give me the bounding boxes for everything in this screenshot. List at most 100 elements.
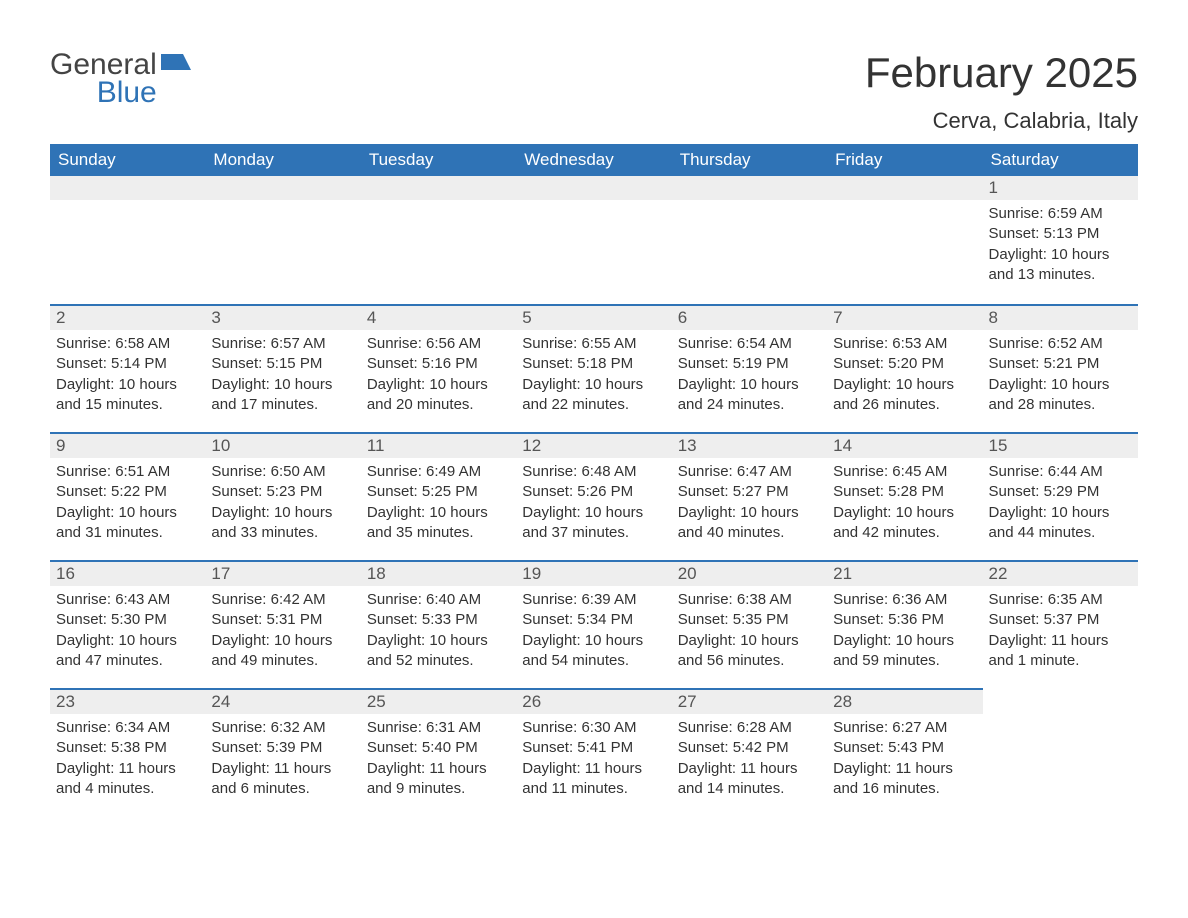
- day-number-empty: [516, 176, 671, 200]
- calendar-day: 25Sunrise: 6:31 AMSunset: 5:40 PMDayligh…: [361, 688, 516, 816]
- day-details: Sunrise: 6:36 AMSunset: 5:36 PMDaylight:…: [827, 586, 982, 679]
- day-number: 10: [205, 432, 360, 458]
- calendar-day: 7Sunrise: 6:53 AMSunset: 5:20 PMDaylight…: [827, 304, 982, 432]
- day-details: Sunrise: 6:55 AMSunset: 5:18 PMDaylight:…: [516, 330, 671, 423]
- daylight-text: Daylight: 10 hours and 26 minutes.: [833, 375, 976, 416]
- weekday-header: Saturday: [983, 144, 1138, 176]
- weekday-header: Wednesday: [516, 144, 671, 176]
- calendar-day: 2Sunrise: 6:58 AMSunset: 5:14 PMDaylight…: [50, 304, 205, 432]
- logo: General Blue: [50, 50, 195, 108]
- sunset-text: Sunset: 5:36 PM: [833, 610, 976, 630]
- day-number: 13: [672, 432, 827, 458]
- sunset-text: Sunset: 5:23 PM: [211, 482, 354, 502]
- sunset-text: Sunset: 5:16 PM: [367, 354, 510, 374]
- day-details: Sunrise: 6:45 AMSunset: 5:28 PMDaylight:…: [827, 458, 982, 551]
- daylight-text: Daylight: 11 hours and 9 minutes.: [367, 759, 510, 800]
- day-number: 12: [516, 432, 671, 458]
- day-details: Sunrise: 6:58 AMSunset: 5:14 PMDaylight:…: [50, 330, 205, 423]
- day-details: Sunrise: 6:52 AMSunset: 5:21 PMDaylight:…: [983, 330, 1138, 423]
- day-details: Sunrise: 6:35 AMSunset: 5:37 PMDaylight:…: [983, 586, 1138, 679]
- sunrise-text: Sunrise: 6:42 AM: [211, 590, 354, 610]
- day-details: Sunrise: 6:48 AMSunset: 5:26 PMDaylight:…: [516, 458, 671, 551]
- weekday-header: Tuesday: [361, 144, 516, 176]
- daylight-text: Daylight: 11 hours and 6 minutes.: [211, 759, 354, 800]
- header-row: General Blue February 2025 Cerva, Calabr…: [50, 50, 1138, 134]
- calendar-day: 22Sunrise: 6:35 AMSunset: 5:37 PMDayligh…: [983, 560, 1138, 688]
- calendar-week: 2Sunrise: 6:58 AMSunset: 5:14 PMDaylight…: [50, 304, 1138, 432]
- calendar-day: 24Sunrise: 6:32 AMSunset: 5:39 PMDayligh…: [205, 688, 360, 816]
- sunrise-text: Sunrise: 6:31 AM: [367, 718, 510, 738]
- calendar-body: 1Sunrise: 6:59 AMSunset: 5:13 PMDaylight…: [50, 176, 1138, 816]
- day-number: 18: [361, 560, 516, 586]
- calendar-page: General Blue February 2025 Cerva, Calabr…: [0, 0, 1188, 856]
- day-number: 28: [827, 688, 982, 714]
- calendar-day: 6Sunrise: 6:54 AMSunset: 5:19 PMDaylight…: [672, 304, 827, 432]
- daylight-text: Daylight: 11 hours and 1 minute.: [989, 631, 1132, 672]
- calendar-week: 23Sunrise: 6:34 AMSunset: 5:38 PMDayligh…: [50, 688, 1138, 816]
- day-number: 16: [50, 560, 205, 586]
- sunrise-text: Sunrise: 6:32 AM: [211, 718, 354, 738]
- logo-word-2: Blue: [50, 78, 157, 108]
- calendar-week: 1Sunrise: 6:59 AMSunset: 5:13 PMDaylight…: [50, 176, 1138, 304]
- sunrise-text: Sunrise: 6:27 AM: [833, 718, 976, 738]
- daylight-text: Daylight: 10 hours and 31 minutes.: [56, 503, 199, 544]
- day-details: Sunrise: 6:28 AMSunset: 5:42 PMDaylight:…: [672, 714, 827, 807]
- sunset-text: Sunset: 5:31 PM: [211, 610, 354, 630]
- sunrise-text: Sunrise: 6:35 AM: [989, 590, 1132, 610]
- day-number: 22: [983, 560, 1138, 586]
- calendar-day: 18Sunrise: 6:40 AMSunset: 5:33 PMDayligh…: [361, 560, 516, 688]
- sunrise-text: Sunrise: 6:45 AM: [833, 462, 976, 482]
- day-details: Sunrise: 6:31 AMSunset: 5:40 PMDaylight:…: [361, 714, 516, 807]
- day-details: Sunrise: 6:59 AMSunset: 5:13 PMDaylight:…: [983, 200, 1138, 293]
- calendar-day: 26Sunrise: 6:30 AMSunset: 5:41 PMDayligh…: [516, 688, 671, 816]
- weekday-header: Thursday: [672, 144, 827, 176]
- calendar-day: 21Sunrise: 6:36 AMSunset: 5:36 PMDayligh…: [827, 560, 982, 688]
- sunset-text: Sunset: 5:19 PM: [678, 354, 821, 374]
- sunset-text: Sunset: 5:28 PM: [833, 482, 976, 502]
- day-number-empty: [827, 176, 982, 200]
- sunrise-text: Sunrise: 6:40 AM: [367, 590, 510, 610]
- daylight-text: Daylight: 11 hours and 16 minutes.: [833, 759, 976, 800]
- calendar-day: 10Sunrise: 6:50 AMSunset: 5:23 PMDayligh…: [205, 432, 360, 560]
- daylight-text: Daylight: 10 hours and 35 minutes.: [367, 503, 510, 544]
- sunset-text: Sunset: 5:33 PM: [367, 610, 510, 630]
- calendar-day: 13Sunrise: 6:47 AMSunset: 5:27 PMDayligh…: [672, 432, 827, 560]
- day-details: Sunrise: 6:51 AMSunset: 5:22 PMDaylight:…: [50, 458, 205, 551]
- sunrise-text: Sunrise: 6:52 AM: [989, 334, 1132, 354]
- calendar-day-empty: [983, 688, 1138, 816]
- day-number: 24: [205, 688, 360, 714]
- day-number-empty: [50, 176, 205, 200]
- day-details: Sunrise: 6:44 AMSunset: 5:29 PMDaylight:…: [983, 458, 1138, 551]
- day-details: Sunrise: 6:38 AMSunset: 5:35 PMDaylight:…: [672, 586, 827, 679]
- day-number: 6: [672, 304, 827, 330]
- calendar-day: 5Sunrise: 6:55 AMSunset: 5:18 PMDaylight…: [516, 304, 671, 432]
- day-number-empty: [205, 176, 360, 200]
- calendar-day: 8Sunrise: 6:52 AMSunset: 5:21 PMDaylight…: [983, 304, 1138, 432]
- sunset-text: Sunset: 5:34 PM: [522, 610, 665, 630]
- weekday-header: Sunday: [50, 144, 205, 176]
- day-number: 15: [983, 432, 1138, 458]
- sunset-text: Sunset: 5:13 PM: [989, 224, 1132, 244]
- sunrise-text: Sunrise: 6:56 AM: [367, 334, 510, 354]
- day-details: Sunrise: 6:49 AMSunset: 5:25 PMDaylight:…: [361, 458, 516, 551]
- day-details: Sunrise: 6:56 AMSunset: 5:16 PMDaylight:…: [361, 330, 516, 423]
- day-number: 25: [361, 688, 516, 714]
- calendar-day: 28Sunrise: 6:27 AMSunset: 5:43 PMDayligh…: [827, 688, 982, 816]
- day-number: 14: [827, 432, 982, 458]
- sunset-text: Sunset: 5:30 PM: [56, 610, 199, 630]
- sunset-text: Sunset: 5:21 PM: [989, 354, 1132, 374]
- daylight-text: Daylight: 10 hours and 33 minutes.: [211, 503, 354, 544]
- sunrise-text: Sunrise: 6:39 AM: [522, 590, 665, 610]
- sunset-text: Sunset: 5:29 PM: [989, 482, 1132, 502]
- sunset-text: Sunset: 5:37 PM: [989, 610, 1132, 630]
- calendar-header: SundayMondayTuesdayWednesdayThursdayFrid…: [50, 144, 1138, 176]
- daylight-text: Daylight: 10 hours and 17 minutes.: [211, 375, 354, 416]
- calendar-week: 16Sunrise: 6:43 AMSunset: 5:30 PMDayligh…: [50, 560, 1138, 688]
- day-details: Sunrise: 6:54 AMSunset: 5:19 PMDaylight:…: [672, 330, 827, 423]
- daylight-text: Daylight: 10 hours and 47 minutes.: [56, 631, 199, 672]
- day-details: Sunrise: 6:53 AMSunset: 5:20 PMDaylight:…: [827, 330, 982, 423]
- calendar-day: 1Sunrise: 6:59 AMSunset: 5:13 PMDaylight…: [983, 176, 1138, 304]
- month-title: February 2025: [865, 50, 1138, 96]
- sunrise-text: Sunrise: 6:28 AM: [678, 718, 821, 738]
- day-details: Sunrise: 6:32 AMSunset: 5:39 PMDaylight:…: [205, 714, 360, 807]
